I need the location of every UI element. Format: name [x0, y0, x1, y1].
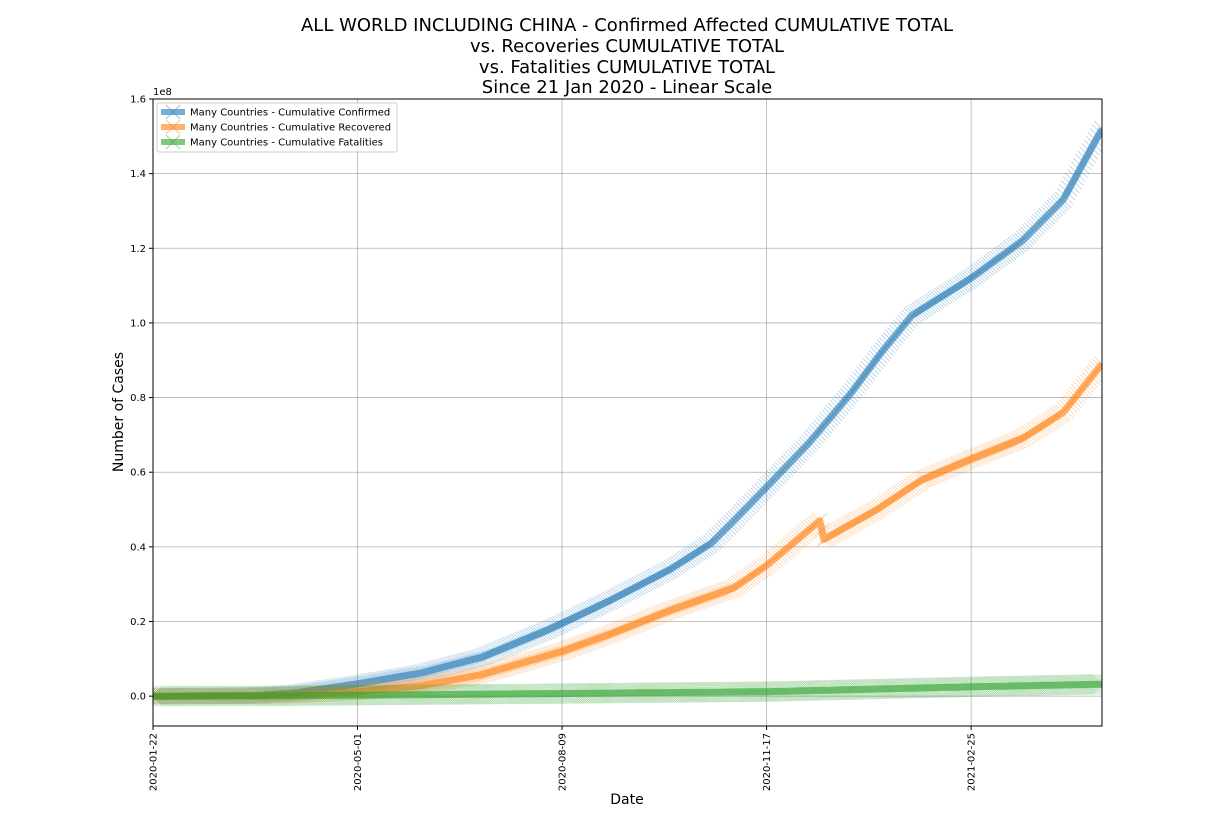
chart-title-line-1: ALL WORLD INCLUDING CHINA - Confirmed Af… — [301, 15, 953, 36]
y-tick-label: 0.0 — [130, 692, 146, 703]
series-line — [153, 361, 1102, 700]
y-tick-label: 0.2 — [130, 617, 146, 628]
y-tick-label: 1.6 — [130, 95, 146, 106]
series-line — [153, 680, 1102, 700]
y-tick-label: 0.4 — [130, 542, 146, 553]
legend-entry: Many Countries - Cumulative Confirmed — [161, 104, 390, 120]
x-tick-label: 2021-02-25 — [967, 733, 978, 791]
series-layer — [153, 120, 1102, 707]
series-line — [153, 127, 1102, 700]
chart-title-line-3: vs. Fatalities CUMULATIVE TOTAL — [479, 57, 775, 78]
y-axis-label: Number of Cases — [111, 352, 127, 472]
series-markers — [153, 355, 1102, 705]
plot-frame — [152, 98, 1103, 727]
x-tick-label: 2020-11-17 — [762, 733, 773, 791]
legend-entry: Many Countries - Cumulative Fatalities — [161, 134, 383, 150]
series-markers — [153, 673, 1102, 707]
legend-label: Many Countries - Cumulative Recovered — [190, 123, 391, 134]
y-offset-label: 1e8 — [153, 87, 172, 98]
y-tick-label: 0.6 — [130, 468, 146, 479]
legend: Many Countries - Cumulative Confirmed Man… — [156, 102, 398, 153]
chart-title-line-2: vs. Recoveries CUMULATIVE TOTAL — [470, 36, 784, 57]
legend-marker — [165, 134, 181, 150]
series-3 — [153, 673, 1102, 707]
series-2 — [153, 355, 1102, 705]
y-tick-label: 1.0 — [130, 318, 146, 329]
grid-lines — [152, 98, 1102, 726]
legend-box — [156, 102, 398, 153]
x-tick-label: 2020-01-22 — [149, 733, 160, 791]
y-axis: 0.0 0.2 0.4 0.6 0.8 1.0 1.2 1.4 1.6 — [130, 95, 153, 703]
x-axis: 2020-01-22 2020-05-01 2020-08-09 2020-11-17… — [149, 726, 978, 791]
legend-marker — [165, 119, 181, 135]
series-markers — [153, 120, 1102, 705]
y-tick-label: 1.4 — [130, 169, 146, 180]
legend-entry: Many Countries - Cumulative Recovered — [161, 119, 391, 135]
x-tick-label: 2020-05-01 — [353, 733, 364, 791]
y-tick-label: 0.8 — [130, 393, 146, 404]
y-tick-label: 1.2 — [130, 244, 146, 255]
chart-title-line-4: Since 21 Jan 2020 - Linear Scale — [482, 77, 772, 98]
series-1 — [153, 120, 1102, 705]
legend-label: Many Countries - Cumulative Confirmed — [190, 108, 390, 119]
x-tick-label: 2020-08-09 — [558, 733, 569, 791]
legend-marker — [165, 104, 181, 120]
legend-label: Many Countries - Cumulative Fatalities — [190, 138, 383, 149]
x-axis-label: Date — [610, 792, 643, 808]
